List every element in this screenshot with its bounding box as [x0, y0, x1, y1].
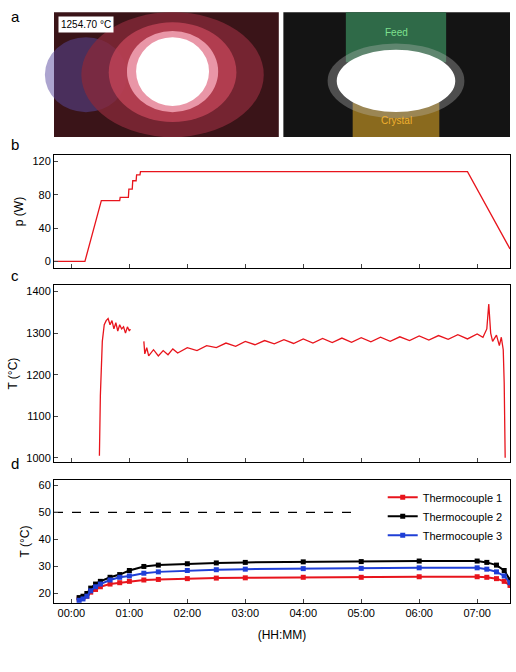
svg-text:1000: 1000	[26, 452, 50, 464]
svg-text:01:00: 01:00	[116, 607, 144, 619]
svg-text:Thermocouple 2: Thermocouple 2	[423, 511, 503, 523]
svg-text:p (W): p (W)	[12, 197, 26, 226]
svg-text:Crystal: Crystal	[381, 115, 412, 126]
svg-text:1300: 1300	[26, 327, 50, 339]
svg-text:T (°C): T (°C)	[6, 358, 20, 390]
svg-text:80: 80	[39, 189, 51, 201]
svg-text:Thermocouple 3: Thermocouple 3	[423, 530, 503, 542]
svg-text:T (°C): T (°C)	[18, 525, 32, 557]
svg-text:0: 0	[45, 255, 51, 267]
svg-text:1400: 1400	[26, 285, 50, 297]
svg-text:Thermocouple 1: Thermocouple 1	[423, 492, 503, 504]
svg-text:07:00: 07:00	[463, 607, 491, 619]
svg-text:120: 120	[32, 155, 50, 167]
svg-text:60: 60	[39, 479, 51, 491]
svg-text:40: 40	[39, 222, 51, 234]
svg-text:06:00: 06:00	[405, 607, 433, 619]
svg-text:05:00: 05:00	[347, 607, 375, 619]
svg-text:b: b	[11, 136, 19, 153]
svg-text:a: a	[11, 8, 20, 25]
svg-text:d: d	[11, 455, 19, 472]
svg-text:(HH:MM): (HH:MM)	[258, 628, 307, 642]
svg-text:40: 40	[39, 533, 51, 545]
svg-text:c: c	[11, 267, 19, 284]
svg-text:50: 50	[39, 506, 51, 518]
svg-text:1254.70 °C: 1254.70 °C	[61, 19, 111, 30]
svg-text:00:00: 00:00	[58, 607, 86, 619]
svg-text:30: 30	[39, 560, 51, 572]
svg-text:1200: 1200	[26, 369, 50, 381]
svg-text:20: 20	[39, 587, 51, 599]
svg-text:02:00: 02:00	[174, 607, 202, 619]
svg-text:1100: 1100	[27, 410, 51, 422]
svg-text:04:00: 04:00	[289, 607, 317, 619]
svg-text:Feed: Feed	[385, 27, 408, 38]
svg-text:03:00: 03:00	[232, 607, 260, 619]
